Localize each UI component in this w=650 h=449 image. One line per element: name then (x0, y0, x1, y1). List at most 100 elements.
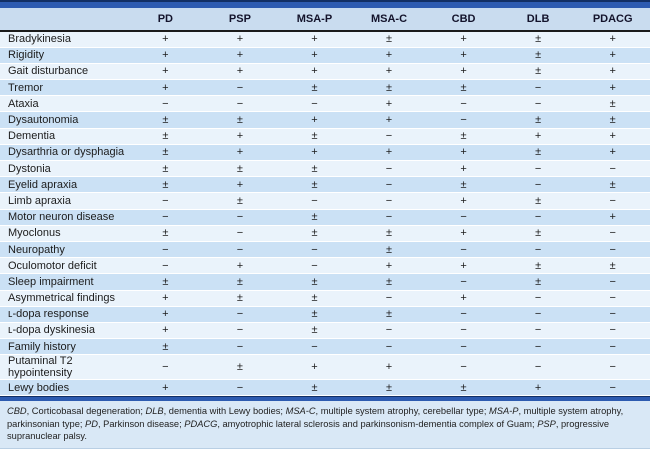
value-cell: − (128, 241, 203, 259)
value-cell: − (500, 79, 576, 97)
value-cell: ± (426, 176, 501, 194)
value-cell: − (500, 338, 576, 356)
feature-column-header (0, 8, 129, 32)
footnote-definition: , dementia with Lewy bodies; (163, 406, 286, 417)
value-cell: ± (351, 241, 427, 259)
value-cell: ± (351, 273, 427, 291)
feature-label: ʟ-dopa response (0, 306, 129, 323)
value-cell: + (128, 290, 203, 307)
value-cell: + (575, 31, 650, 48)
value-cell: + (575, 79, 650, 97)
value-cell: ± (277, 273, 352, 291)
value-cell: + (575, 47, 650, 64)
value-cell: + (351, 144, 427, 162)
value-cell: − (277, 257, 352, 275)
value-cell: − (500, 306, 576, 323)
value-cell: ± (500, 192, 576, 210)
value-cell: + (575, 63, 650, 81)
feature-label: Eyelid apraxia (0, 176, 129, 194)
value-cell: + (202, 31, 278, 48)
value-cell: − (575, 225, 650, 242)
feature-label: Putaminal T2 hypointensity (0, 354, 129, 381)
footnote-abbr: PD (85, 418, 98, 429)
table-row: Dystonia ± ± ± − + − − (0, 160, 650, 178)
value-cell: − (575, 379, 650, 397)
value-cell: − (575, 354, 650, 381)
value-cell: − (202, 225, 278, 242)
value-cell: − (277, 241, 352, 259)
value-cell: − (351, 322, 427, 340)
value-cell: + (351, 257, 427, 275)
value-cell: ± (575, 176, 650, 194)
value-cell: ± (426, 128, 501, 145)
column-header-pdacg: PDACG (575, 8, 650, 32)
value-cell: − (575, 241, 650, 259)
footnote-abbr: DLB (145, 406, 164, 417)
value-cell: − (202, 79, 278, 97)
value-cell: ± (351, 379, 427, 397)
footnote-definition: , multiple system atrophy, cerebellar ty… (315, 406, 489, 417)
table-row: Dysautonomia ± ± + + − ± ± (0, 111, 650, 129)
table-row: Neuropathy − − − ± − − − (0, 241, 650, 259)
value-cell: − (426, 338, 501, 356)
value-cell: − (426, 273, 501, 291)
feature-label: Ataxia (0, 95, 129, 113)
value-cell: − (351, 290, 427, 307)
value-cell: − (500, 176, 576, 194)
value-cell: − (202, 209, 278, 226)
feature-label: Gait disturbance (0, 63, 129, 81)
table-row: ʟ-dopa response + − ± ± − − − (0, 306, 650, 323)
value-cell: + (128, 379, 203, 397)
value-cell: + (500, 128, 576, 145)
value-cell: ± (500, 47, 576, 64)
value-cell: + (351, 63, 427, 81)
table-row: Ataxia − − − + − − ± (0, 95, 650, 113)
value-cell: ± (500, 31, 576, 48)
value-cell: − (202, 95, 278, 113)
footnote-abbr: PSP (537, 418, 556, 429)
value-cell: ± (128, 176, 203, 194)
table-row: ʟ-dopa dyskinesia + − ± − − − − (0, 322, 650, 340)
table-row: Asymmetrical findings + ± ± − + − − (0, 290, 650, 307)
value-cell: − (500, 241, 576, 259)
value-cell: − (500, 209, 576, 226)
value-cell: ± (128, 111, 203, 129)
value-cell: ± (128, 128, 203, 145)
value-cell: + (277, 144, 352, 162)
value-cell: − (500, 290, 576, 307)
value-cell: − (500, 160, 576, 178)
value-cell: ± (500, 111, 576, 129)
value-cell: ± (426, 379, 501, 397)
value-cell: + (426, 290, 501, 307)
value-cell: − (128, 192, 203, 210)
abbreviations-footnote: CBD, Corticobasal degeneration; DLB, dem… (0, 401, 650, 449)
table-row: Oculomotor deficit − + − + + ± ± (0, 257, 650, 275)
value-cell: ± (277, 79, 352, 97)
value-cell: ± (128, 338, 203, 356)
table-row: Myoclonus ± − ± ± + ± − (0, 225, 650, 242)
value-cell: − (351, 192, 427, 210)
value-cell: ± (277, 160, 352, 178)
value-cell: ± (351, 31, 427, 48)
value-cell: − (500, 322, 576, 340)
value-cell: − (426, 209, 501, 226)
table-row: Limb apraxia − ± − − + ± − (0, 192, 650, 210)
footnote-definition: , Parkinson disease; (97, 418, 185, 429)
value-cell: − (202, 306, 278, 323)
value-cell: + (426, 47, 501, 64)
value-cell: ± (500, 63, 576, 81)
table-row: Putaminal T2 hypointensity − ± + + − − − (0, 354, 650, 381)
value-cell: ± (500, 225, 576, 242)
feature-label: Lewy bodies (0, 379, 129, 397)
value-cell: − (575, 322, 650, 340)
value-cell: + (426, 257, 501, 275)
feature-label: Bradykinesia (0, 31, 129, 48)
value-cell: + (575, 209, 650, 226)
value-cell: ± (351, 79, 427, 97)
column-header-dlb: DLB (500, 8, 576, 32)
value-cell: − (426, 306, 501, 323)
feature-label: Dystonia (0, 160, 129, 178)
table-row: Dysarthria or dysphagia ± + + + + ± + (0, 144, 650, 162)
value-cell: + (128, 306, 203, 323)
value-cell: ± (500, 144, 576, 162)
